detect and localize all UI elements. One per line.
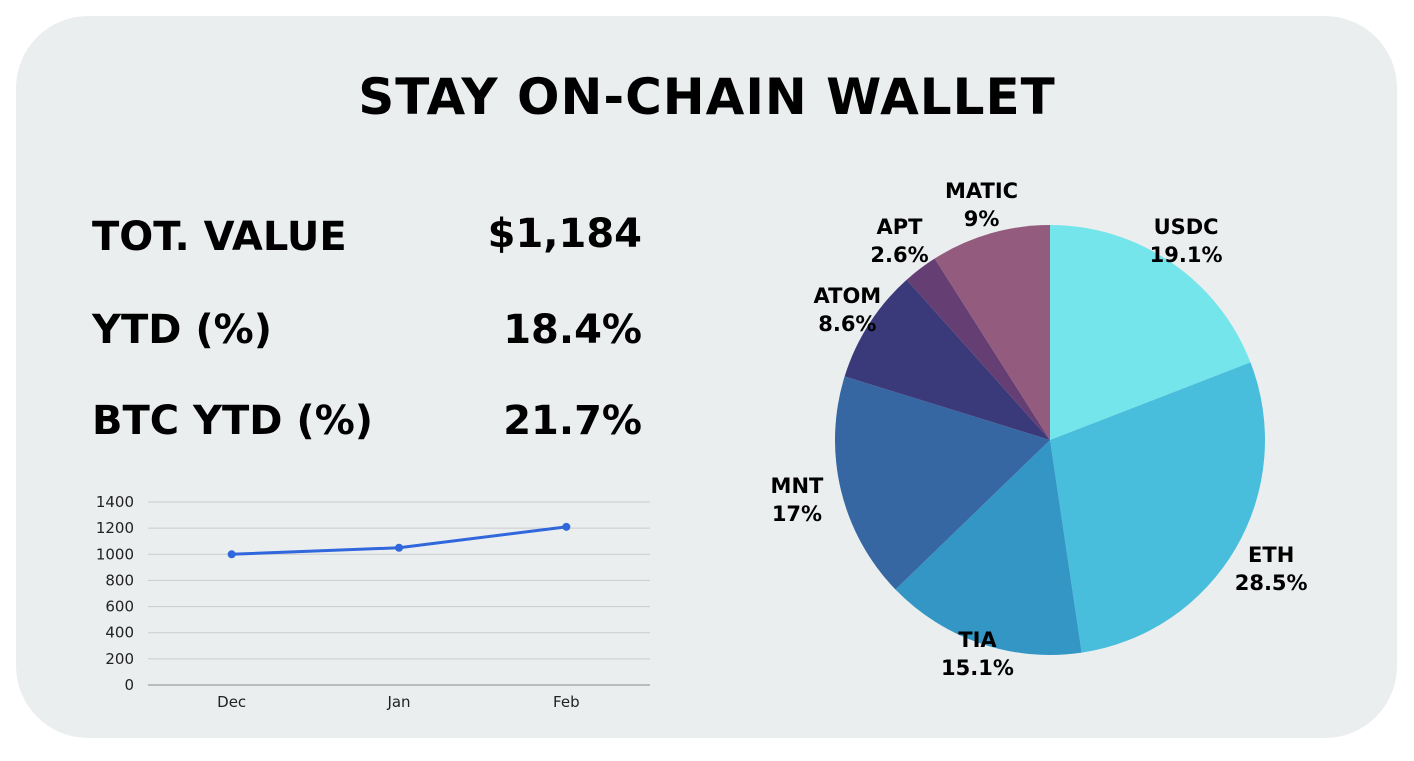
y-tick-label: 400 — [105, 624, 134, 642]
pie-label-name: APT — [876, 215, 923, 240]
ytd-label: YTD (%) — [92, 307, 273, 353]
pie-slice-matic — [934, 225, 1050, 440]
y-tick-label: 0 — [124, 676, 134, 694]
y-tick-label: 800 — [105, 571, 134, 589]
pie-label-atom: ATOM 8.6% — [787, 282, 907, 338]
pie-label-usdc: USDC 19.1% — [1126, 213, 1246, 269]
pie-slice-mnt — [835, 376, 1050, 590]
pie-label-apt: APT 2.6% — [840, 213, 960, 269]
pie-slice-tia — [895, 440, 1082, 655]
pie-label-eth: ETH 28.5% — [1211, 541, 1331, 597]
x-tick-label: Feb — [553, 693, 580, 711]
page-title: STAY ON-CHAIN WALLET — [358, 68, 1056, 126]
x-tick-label: Jan — [386, 693, 410, 711]
pie-label-percent: 17% — [771, 502, 823, 527]
pie-label-name: MATIC — [945, 178, 1019, 203]
y-tick-label: 1000 — [96, 545, 134, 563]
data-point — [562, 522, 571, 531]
y-tick-label: 1200 — [96, 519, 134, 537]
y-tick-label: 200 — [105, 650, 134, 668]
pie-label-tia: TIA 15.1% — [917, 626, 1037, 682]
pie-label-name: ETH — [1248, 542, 1295, 567]
pie-slice-usdc — [1050, 225, 1251, 440]
pie-label-name: TIA — [958, 627, 997, 652]
x-tick-label: Dec — [217, 693, 246, 711]
total-value-label: TOT. VALUE — [92, 214, 347, 260]
pie-label-percent: 15.1% — [941, 655, 1014, 680]
pie-label-percent: 2.6% — [870, 243, 929, 268]
pie-label-percent: 28.5% — [1234, 570, 1308, 595]
pie-slice-apt — [906, 258, 1050, 440]
total-value: $1,184 — [487, 211, 642, 257]
pie-label-percent: 9% — [963, 206, 1000, 231]
y-tick-label: 1400 — [96, 493, 134, 511]
y-tick-label: 600 — [105, 598, 134, 616]
data-point — [227, 550, 236, 559]
pie-label-name: MNT — [770, 474, 824, 499]
pie-slice-atom — [844, 279, 1050, 440]
pie-slice-eth — [1050, 362, 1265, 653]
pie-label-percent: 19.1% — [1149, 243, 1223, 268]
btc-ytd-value: 21.7% — [503, 398, 642, 444]
pie-label-percent: 8.6% — [818, 311, 877, 336]
pie-label-name: USDC — [1153, 215, 1219, 240]
pie-label-matic: MATIC 9% — [922, 177, 1042, 233]
line-chart: 0 200 400 600 800 1000 1200 1400 Dec Jan Feb — [96, 493, 650, 711]
pie-label-mnt: MNT 17% — [737, 472, 857, 528]
ytd-value: 18.4% — [503, 307, 642, 353]
pie-label-name: ATOM — [813, 283, 882, 308]
btc-ytd-label: BTC YTD (%) — [92, 398, 374, 444]
data-point — [395, 543, 403, 552]
